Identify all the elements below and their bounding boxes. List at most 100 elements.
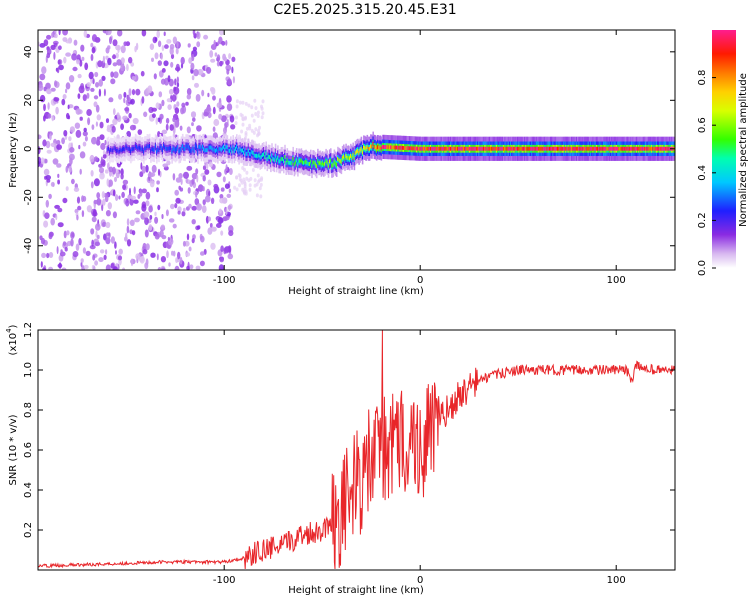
heat-cell — [221, 146, 224, 151]
heat-cell — [110, 147, 112, 152]
heat-cell — [230, 124, 236, 130]
heat-cell — [61, 137, 65, 145]
heat-cell — [419, 146, 421, 151]
heat-cell — [223, 144, 225, 149]
heat-cell — [51, 32, 54, 38]
heat-cell — [201, 89, 205, 97]
heat-cell — [58, 45, 62, 50]
heat-cell — [602, 146, 605, 151]
heat-cell — [622, 146, 625, 151]
heat-cell — [55, 106, 59, 115]
heat-cell — [57, 179, 60, 185]
heat-cell — [43, 220, 49, 228]
heat-cell — [240, 148, 243, 153]
heat-cell — [62, 241, 67, 247]
heat-cell — [58, 64, 64, 71]
heat-cell — [161, 129, 168, 135]
heat-cell — [210, 242, 216, 250]
heat-cell — [584, 146, 586, 151]
heat-cell — [66, 230, 70, 236]
heat-cell — [168, 218, 175, 223]
heat-cell — [221, 115, 227, 123]
heat-cell — [502, 146, 505, 151]
heat-cell — [50, 44, 56, 51]
heat-cell — [225, 40, 228, 46]
heat-cell — [109, 36, 112, 45]
heat-cell — [80, 261, 83, 267]
heat-cell — [112, 39, 118, 47]
heat-cell — [372, 141, 374, 146]
heat-cell — [196, 203, 203, 211]
heat-cell — [112, 189, 116, 197]
heat-cell — [202, 186, 205, 192]
heat-cell — [517, 146, 519, 151]
heat-cell — [209, 223, 213, 228]
heat-cell — [337, 157, 339, 161]
heat-cell — [103, 254, 107, 260]
heat-cell — [173, 147, 176, 152]
heat-cell — [221, 40, 226, 46]
heat-cell — [180, 178, 183, 186]
heat-cell — [163, 144, 165, 148]
heat-cell — [471, 146, 473, 151]
heat-cell — [166, 250, 169, 259]
heat-cell — [286, 158, 289, 163]
spectrogram-frame — [37, 29, 676, 271]
heat-cell — [83, 30, 88, 38]
heat-cell — [223, 246, 230, 254]
heat-cell — [457, 146, 459, 151]
heat-cell — [45, 199, 49, 208]
heat-cell — [258, 153, 260, 158]
heat-cell — [101, 191, 105, 199]
heat-cell — [505, 146, 507, 151]
heat-cell — [226, 145, 229, 150]
heat-cell — [201, 205, 207, 214]
heat-cell — [446, 146, 449, 151]
heat-cell — [48, 193, 52, 199]
heat-cell — [69, 126, 75, 133]
heat-cell — [274, 153, 277, 158]
heat-cell — [147, 85, 153, 94]
heat-cell — [114, 241, 117, 249]
heat-cell — [530, 146, 532, 151]
heat-cell — [227, 253, 234, 260]
heat-cell — [112, 62, 118, 67]
spectrogram-heatmap — [38, 30, 675, 270]
heat-cell — [291, 161, 293, 166]
heat-cell — [114, 147, 117, 152]
heat-cell — [288, 160, 291, 165]
heat-cell — [260, 154, 263, 159]
heat-cell — [250, 152, 252, 156]
heat-cell — [151, 113, 156, 118]
heat-cell — [96, 192, 101, 199]
heat-cell — [132, 146, 135, 151]
snr-xlabel: Height of straight line (km) — [288, 585, 424, 596]
heat-cell — [128, 88, 132, 96]
heat-cell — [315, 164, 318, 169]
heat-cell — [525, 146, 527, 151]
x-tick-label: 0 — [417, 275, 423, 286]
heat-cell — [440, 146, 443, 151]
heat-cell — [202, 175, 206, 182]
heat-cell — [538, 146, 540, 151]
x-tick-label: 100 — [607, 275, 626, 286]
heat-cell — [245, 152, 247, 156]
heat-cell — [224, 147, 226, 152]
heat-cell — [575, 146, 578, 151]
heat-cell — [216, 61, 221, 67]
heat-cell — [179, 256, 183, 265]
heat-cell — [155, 117, 158, 125]
heat-cell — [345, 153, 347, 158]
heat-cell — [642, 146, 645, 151]
heat-cell — [154, 144, 157, 149]
heat-cell — [72, 66, 78, 72]
heat-cell — [250, 105, 254, 110]
x-tick-label: 0 — [417, 575, 423, 586]
heat-cell — [174, 203, 178, 209]
heat-cell — [442, 146, 445, 151]
heat-cell — [658, 146, 660, 151]
heat-cell — [568, 146, 571, 151]
heat-cell — [280, 157, 283, 162]
heat-cell — [554, 146, 557, 151]
heat-cell — [117, 255, 123, 261]
